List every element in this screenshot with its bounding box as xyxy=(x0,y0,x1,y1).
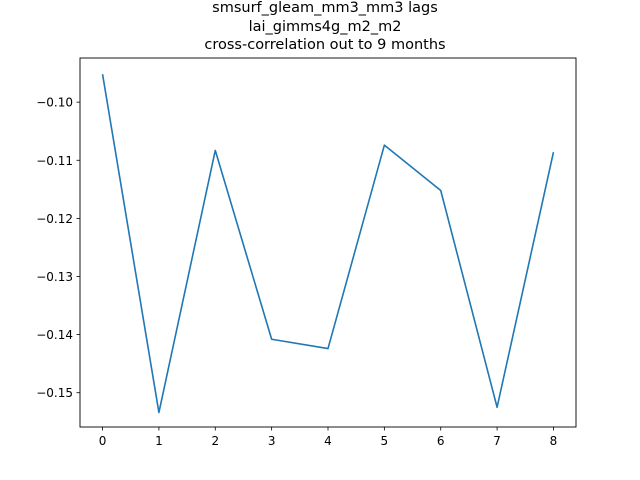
x-tick-label: 0 xyxy=(99,434,107,448)
title-line-2: lai_gimms4g_m2_m2 xyxy=(249,19,402,35)
x-tick-label: 2 xyxy=(211,434,219,448)
axis-ticks: 0 1 2 3 4 5 6 7 8 −0.10 −0.11 −0.12 −0.13 −0.14 −0.15 xyxy=(36,96,557,448)
title-line-1: smsurf_gleam_mm3_mm3 lags xyxy=(212,0,438,16)
x-tick-label: 6 xyxy=(437,434,445,448)
x-tick-label: 4 xyxy=(324,434,332,448)
y-tick-label: −0.14 xyxy=(36,328,73,342)
y-tick-label: −0.12 xyxy=(36,212,73,226)
y-tick-label: −0.13 xyxy=(36,270,73,284)
y-tick-label: −0.11 xyxy=(36,154,73,168)
plot-area xyxy=(101,74,555,414)
x-tick-label: 1 xyxy=(155,434,163,448)
x-tick-label: 5 xyxy=(381,434,389,448)
axes-frame xyxy=(79,57,577,428)
y-tick-label: −0.10 xyxy=(36,96,73,110)
chart-title: smsurf_gleam_mm3_mm3 lags lai_gimms4g_m2… xyxy=(204,0,445,53)
title-line-3: cross-correlation out to 9 months xyxy=(204,37,445,53)
x-tick-label: 7 xyxy=(493,434,501,448)
series-line-0 xyxy=(101,74,555,414)
x-tick-label: 3 xyxy=(268,434,276,448)
x-tick-label: 8 xyxy=(550,434,558,448)
y-tick-label: −0.15 xyxy=(36,386,73,400)
